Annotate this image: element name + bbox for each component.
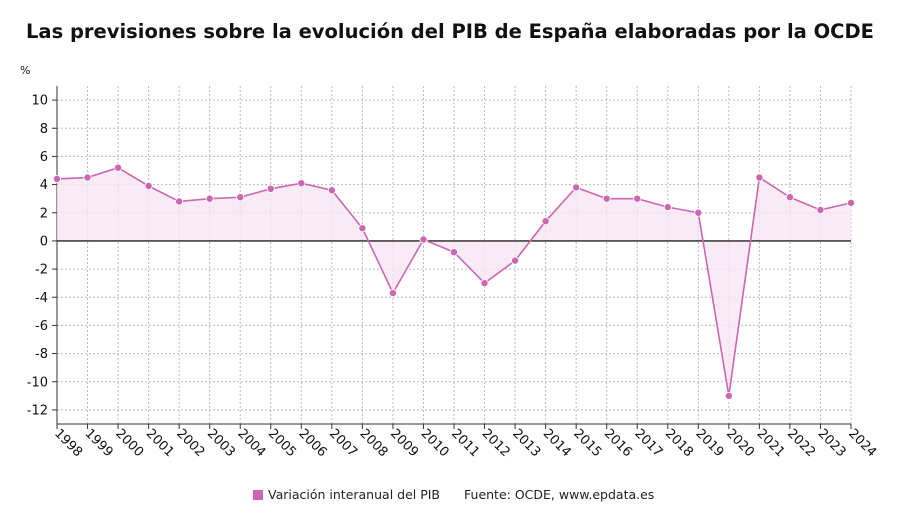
- legend: Variación interanual del PIB Fuente: OCD…: [253, 487, 654, 502]
- legend-series-label: Variación interanual del PIB: [268, 487, 441, 502]
- x-tick-label: 2000: [112, 426, 146, 460]
- x-tick-label: 2012: [479, 426, 513, 460]
- x-tick-label: 2002: [173, 426, 207, 460]
- data-point: [572, 183, 581, 192]
- x-tick-label: 2015: [570, 426, 604, 460]
- data-point: [205, 194, 214, 203]
- data-point: [541, 217, 550, 226]
- x-tick-label: 2018: [662, 426, 696, 460]
- data-point: [847, 198, 856, 207]
- data-point: [53, 174, 62, 183]
- data-point: [694, 208, 703, 217]
- x-tick-label: 2019: [692, 426, 726, 460]
- y-tick-label: -4: [35, 291, 48, 306]
- data-point: [144, 181, 153, 190]
- data-point: [480, 279, 489, 288]
- data-point: [755, 173, 764, 182]
- data-point: [724, 391, 733, 400]
- x-tick-label: 2006: [295, 426, 329, 460]
- data-point: [114, 163, 123, 172]
- x-tick-label: 2005: [265, 426, 299, 460]
- data-point: [297, 179, 306, 188]
- y-tick-label: 8: [40, 122, 48, 137]
- data-point: [419, 235, 428, 244]
- x-tick-label: 2007: [326, 426, 360, 460]
- x-tick-label: 2020: [723, 426, 757, 460]
- y-unit-label: %: [20, 64, 31, 77]
- y-tick-label: -8: [35, 347, 48, 362]
- series-area: [57, 167, 851, 396]
- x-tick-label: 2017: [631, 426, 665, 460]
- data-point: [785, 193, 794, 202]
- x-tick-label: 1998: [51, 426, 85, 460]
- x-tick-label: 2022: [784, 426, 818, 460]
- x-tick-label: 2024: [845, 426, 879, 460]
- x-tick-label: 2009: [387, 426, 421, 460]
- y-tick-label: 2: [40, 206, 48, 221]
- data-point: [175, 197, 184, 206]
- x-tick-label: 2001: [143, 426, 177, 460]
- x-tick-label: 2011: [448, 426, 482, 460]
- data-point: [602, 194, 611, 203]
- y-tick-label: -10: [27, 375, 48, 390]
- y-tick-label: -12: [27, 403, 48, 418]
- x-tick-label: 2003: [204, 426, 238, 460]
- data-point: [266, 184, 275, 193]
- data-point: [83, 173, 92, 182]
- data-point: [449, 248, 458, 257]
- data-point: [388, 289, 397, 298]
- y-tick-label: 4: [40, 178, 48, 193]
- x-tick-label: 2021: [754, 426, 788, 460]
- legend-swatch: [253, 489, 263, 500]
- source-label: Fuente: OCDE, www.epdata.es: [464, 487, 655, 502]
- x-tick-label: 1999: [82, 426, 116, 460]
- data-point: [236, 193, 245, 202]
- x-tick-label: 2014: [540, 426, 574, 460]
- chart-title: Las previsiones sobre la evolución del P…: [25, 20, 874, 43]
- x-tick-label: 2023: [815, 426, 849, 460]
- x-tick-label: 2013: [509, 426, 543, 460]
- x-tick-label: 2008: [357, 426, 391, 460]
- x-tick-label: 2004: [234, 426, 268, 460]
- data-point: [663, 203, 672, 212]
- data-point: [511, 256, 520, 265]
- y-tick-label: 0: [40, 234, 48, 249]
- data-point: [633, 194, 642, 203]
- data-point: [327, 186, 336, 195]
- x-tick-label: 2010: [418, 426, 452, 460]
- data-point: [358, 224, 367, 233]
- y-tick-label: -6: [35, 319, 48, 334]
- y-tick-label: -2: [35, 263, 48, 278]
- y-tick-label: 6: [40, 150, 48, 165]
- x-tick-label: 2016: [601, 426, 635, 460]
- data-point: [816, 205, 825, 214]
- y-tick-label: 10: [31, 94, 48, 109]
